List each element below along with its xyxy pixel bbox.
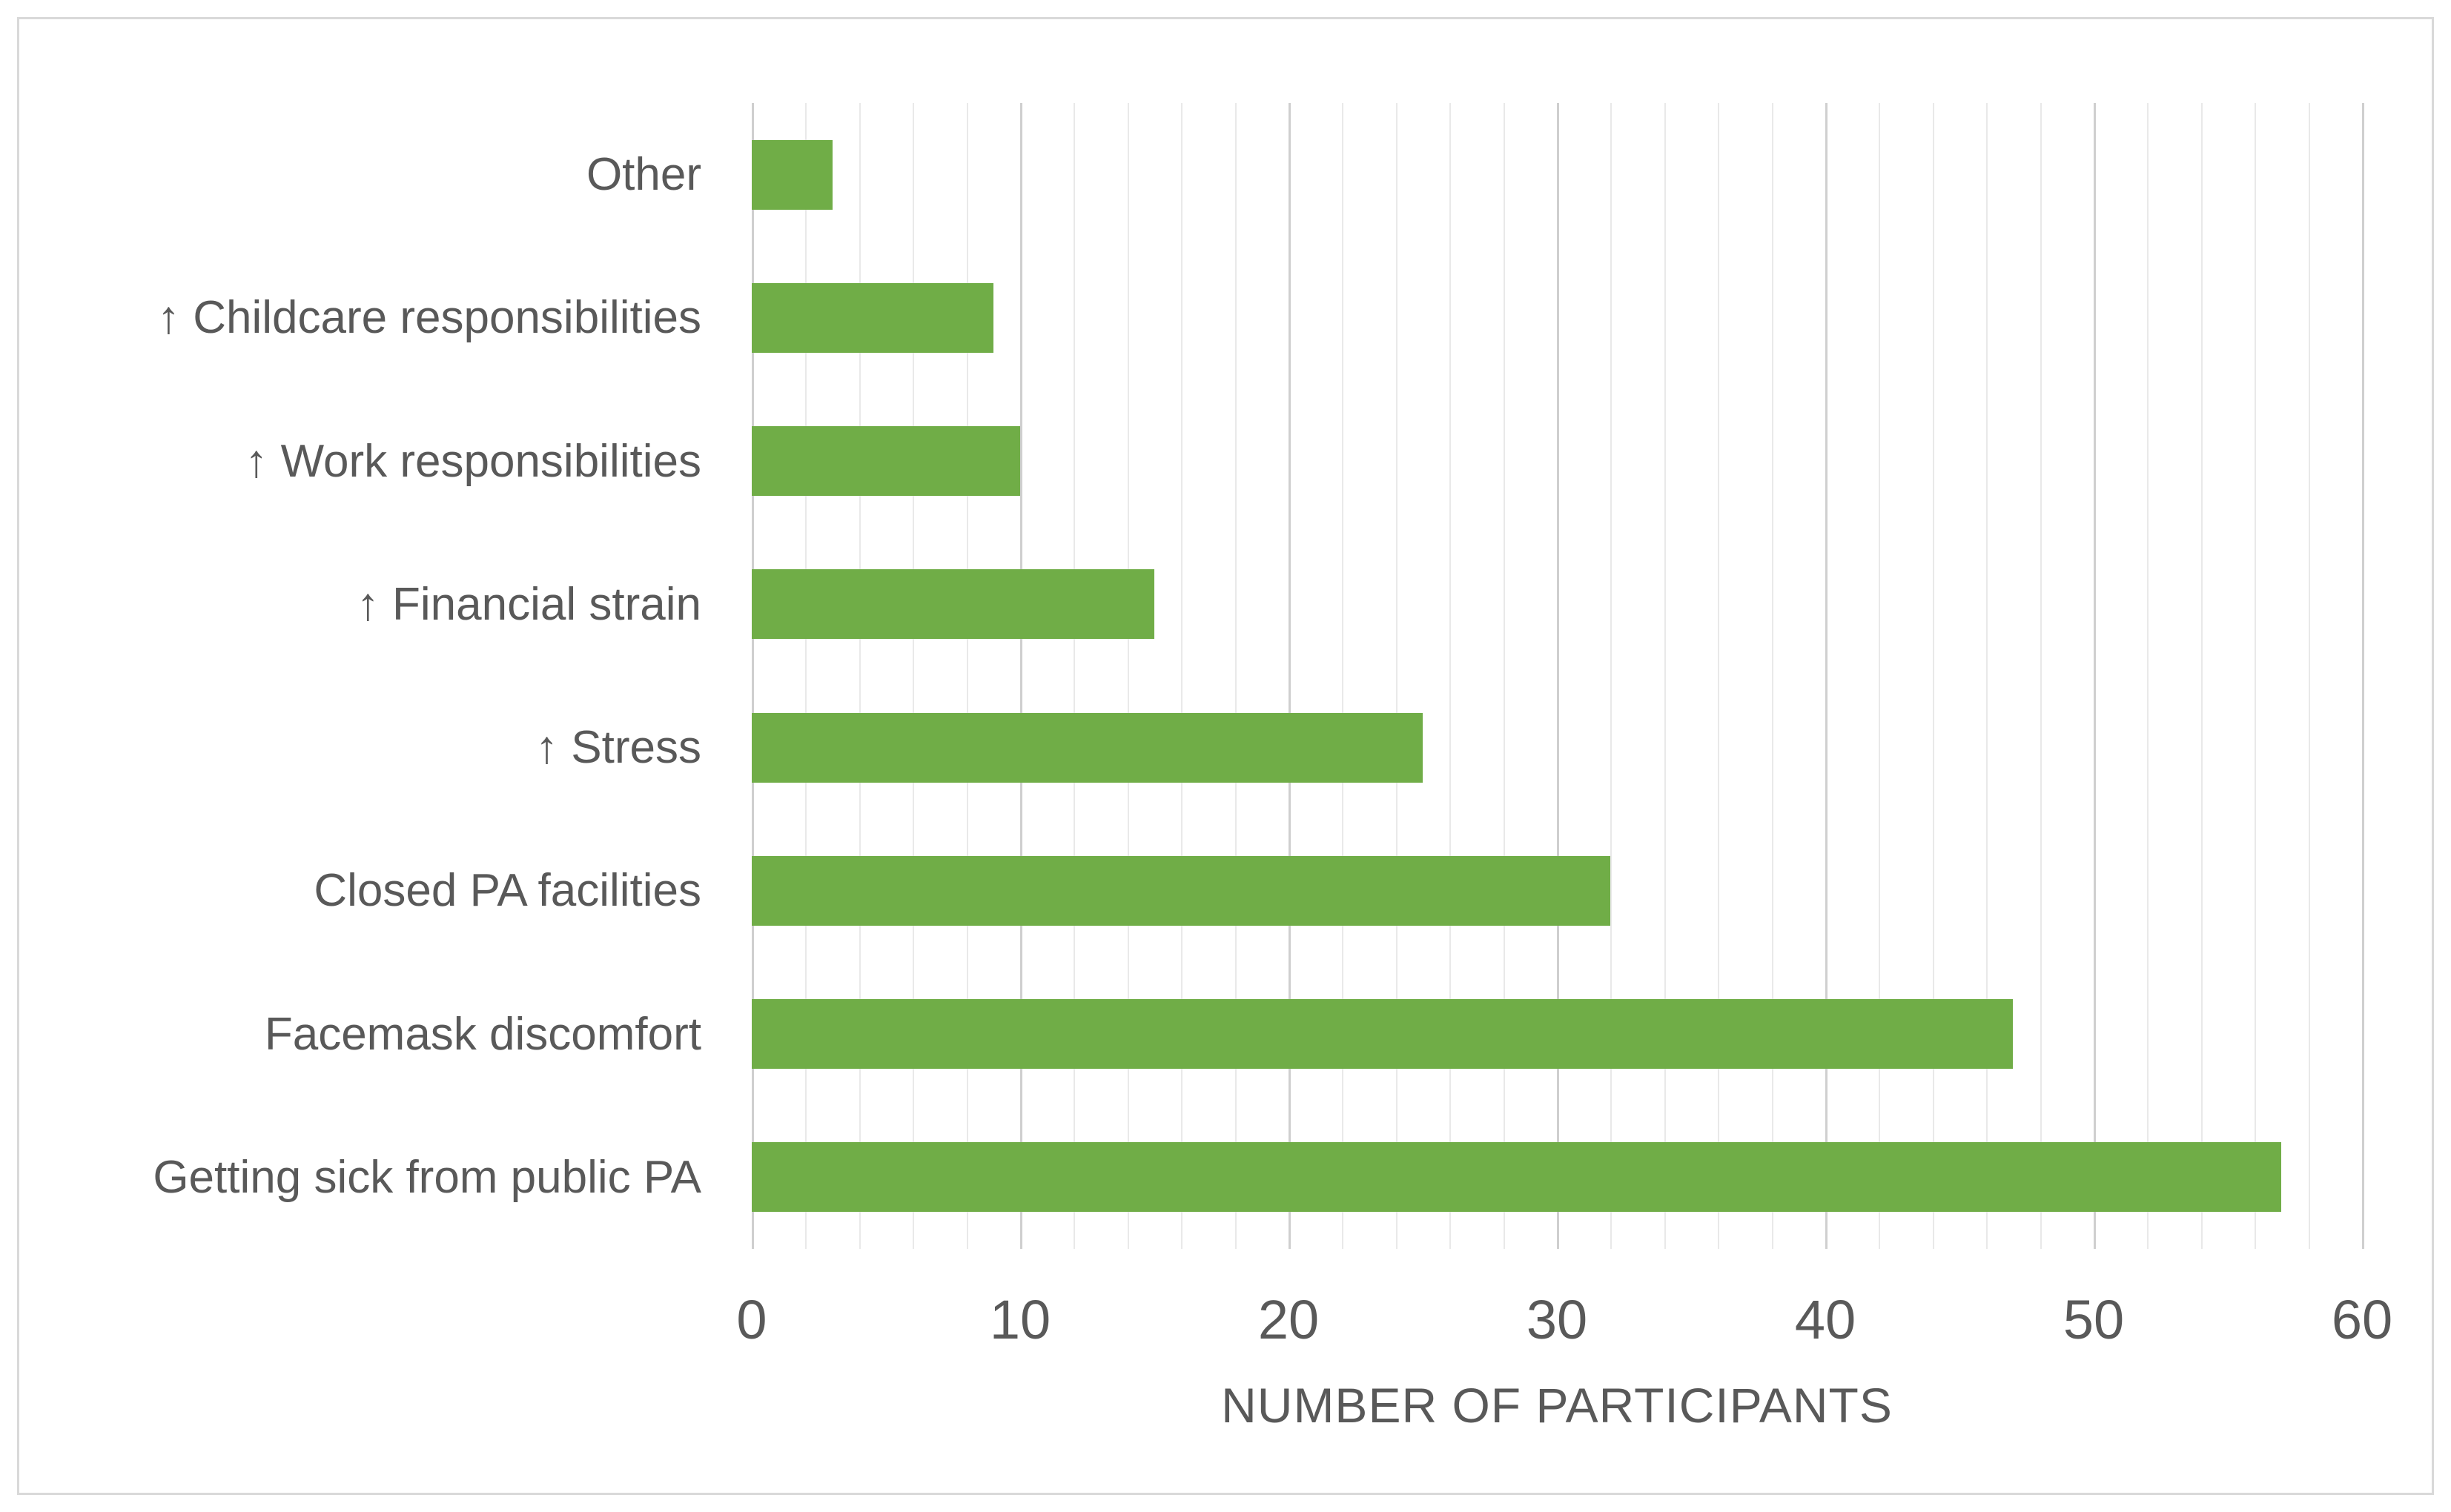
minor-gridline xyxy=(966,103,968,1249)
x-tick-label-0: 0 xyxy=(736,1289,767,1350)
bar-5 xyxy=(752,855,1611,926)
x-tick-label-10: 10 xyxy=(989,1289,1051,1350)
bar-6 xyxy=(752,999,2014,1070)
minor-gridline xyxy=(1181,103,1183,1249)
category-label-5: Closed PA facilities xyxy=(314,865,701,917)
minor-gridline xyxy=(2308,103,2310,1249)
major-gridline xyxy=(2362,103,2364,1249)
minor-gridline xyxy=(2200,103,2203,1249)
minor-gridline xyxy=(1234,103,1237,1249)
minor-gridline xyxy=(1932,103,1934,1249)
minor-gridline xyxy=(2255,103,2257,1249)
minor-gridline xyxy=(805,103,807,1249)
minor-gridline xyxy=(1342,103,1344,1249)
category-label-4: ↑ Stress xyxy=(535,722,701,774)
bar-1 xyxy=(752,282,993,353)
x-axis-title: NUMBER OF PARTICIPANTS xyxy=(1221,1378,1893,1433)
x-tick-label-40: 40 xyxy=(1794,1289,1856,1350)
major-gridline xyxy=(1020,103,1022,1249)
bar-2 xyxy=(752,426,1020,497)
category-label-2: ↑ Work responsibilities xyxy=(245,435,701,487)
major-gridline xyxy=(1557,103,1559,1249)
minor-gridline xyxy=(1395,103,1398,1249)
minor-gridline xyxy=(2147,103,2149,1249)
minor-gridline xyxy=(1718,103,1720,1249)
category-label-0: Other xyxy=(586,149,701,201)
minor-gridline xyxy=(913,103,915,1249)
category-label-6: Facemask discomfort xyxy=(264,1008,701,1060)
minor-gridline xyxy=(1503,103,1505,1249)
bar-4 xyxy=(752,712,1423,783)
minor-gridline xyxy=(1449,103,1452,1249)
major-gridline xyxy=(1825,103,1828,1249)
minor-gridline xyxy=(2040,103,2042,1249)
minor-gridline xyxy=(1127,103,1129,1249)
major-gridline xyxy=(1289,103,1291,1249)
minor-gridline xyxy=(1074,103,1076,1249)
category-label-7: Getting sick from public PA xyxy=(153,1151,701,1203)
minor-gridline xyxy=(859,103,861,1249)
minor-gridline xyxy=(1771,103,1773,1249)
bar-0 xyxy=(752,139,833,210)
x-tick-label-30: 30 xyxy=(1526,1289,1588,1350)
minor-gridline xyxy=(1610,103,1612,1249)
major-gridline xyxy=(752,103,754,1249)
category-label-3: ↑ Financial strain xyxy=(356,578,701,630)
x-tick-label-60: 60 xyxy=(2331,1289,2393,1350)
minor-gridline xyxy=(1664,103,1666,1249)
x-tick-label-20: 20 xyxy=(1257,1289,1320,1350)
category-label-1: ↑ Childcare responsibilities xyxy=(157,292,701,344)
minor-gridline xyxy=(1879,103,1881,1249)
x-tick-label-50: 50 xyxy=(2063,1289,2125,1350)
minor-gridline xyxy=(1986,103,1988,1249)
major-gridline xyxy=(2094,103,2096,1249)
plot-area xyxy=(752,103,2364,1249)
bar-3 xyxy=(752,569,1154,640)
bar-7 xyxy=(752,1142,2282,1213)
bar-chart: Other ↑ Childcare responsibilities ↑ Work … xyxy=(19,19,2432,1493)
figure-border: Other ↑ Childcare responsibilities ↑ Work … xyxy=(17,17,2434,1495)
